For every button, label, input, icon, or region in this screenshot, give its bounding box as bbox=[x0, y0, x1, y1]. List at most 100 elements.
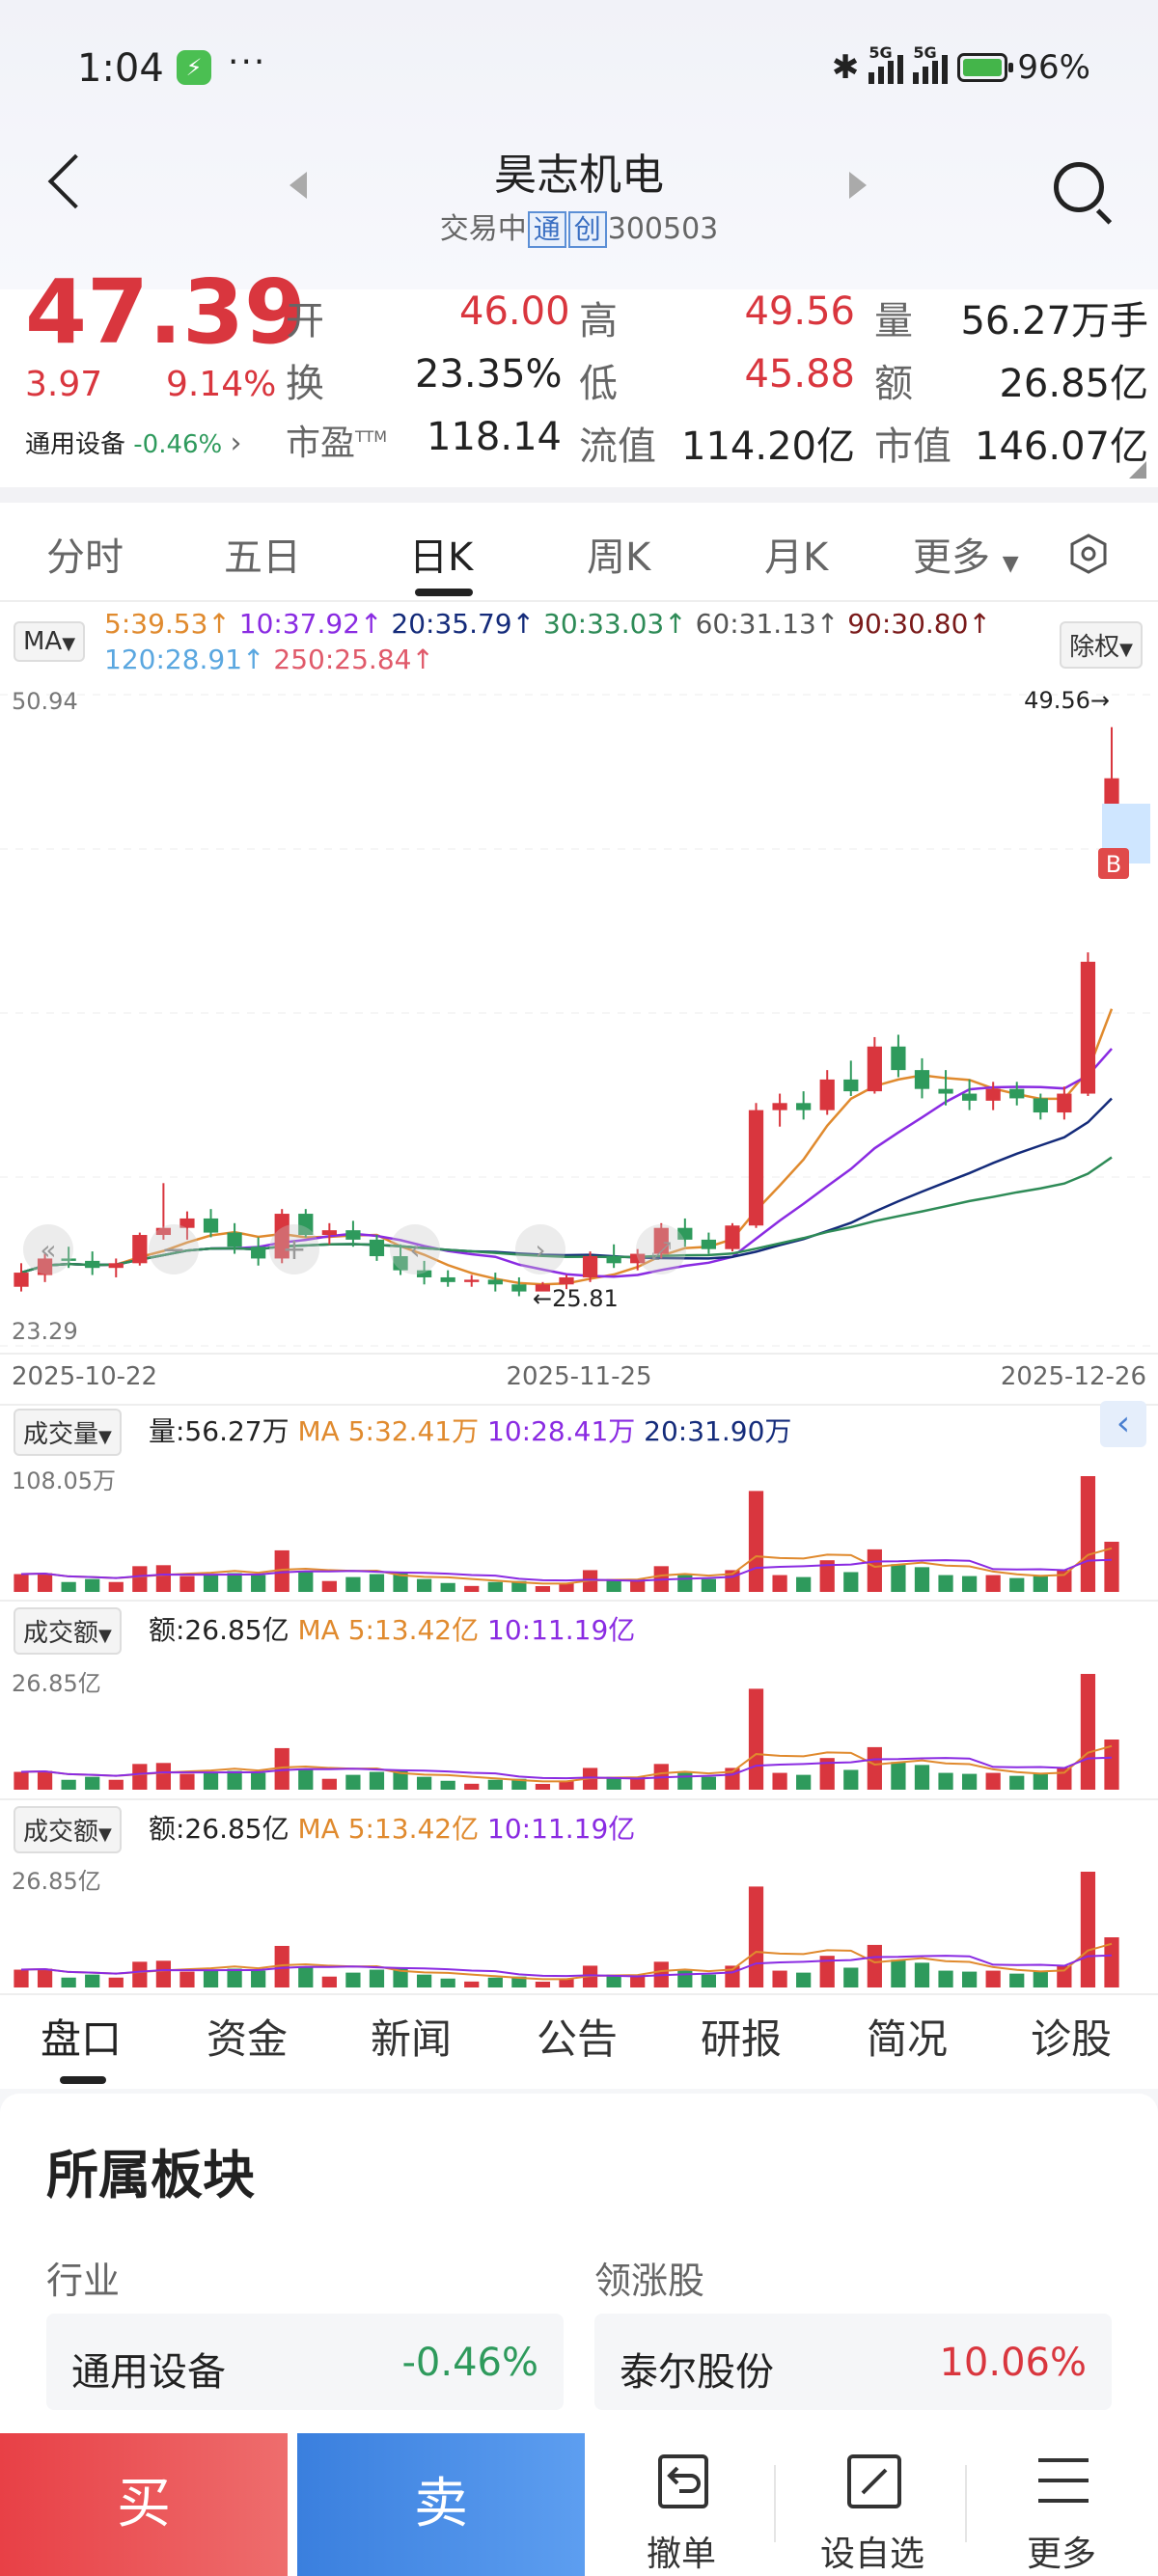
bar-ma5-line bbox=[20, 1547, 1113, 1585]
y-min-label: 23.29 bbox=[12, 1318, 78, 1345]
current-price: 47.39 bbox=[25, 260, 307, 364]
tab-news[interactable]: 新闻 bbox=[371, 2015, 453, 2063]
volume-bar bbox=[1080, 1872, 1096, 1987]
volume-bar bbox=[487, 1581, 503, 1592]
tab-handicap[interactable]: 盘口 bbox=[41, 2015, 123, 2063]
volume-bar bbox=[85, 1578, 100, 1592]
volume-bar bbox=[559, 1582, 574, 1592]
scroll-left-fast-icon[interactable] bbox=[23, 1224, 73, 1274]
volume-bar bbox=[14, 1574, 29, 1592]
cancel-order-button[interactable]: 撤单 bbox=[585, 2431, 778, 2576]
expand-corner-icon[interactable] bbox=[1129, 461, 1146, 479]
scroll-right-icon[interactable] bbox=[515, 1224, 565, 1274]
amount-selector-2[interactable]: 成交额▼ bbox=[14, 1806, 122, 1853]
volume-bar bbox=[251, 1772, 266, 1790]
industry-card[interactable]: 通用设备 -0.46% bbox=[46, 2314, 564, 2410]
amount-ma5: MA 5:13.42亿 bbox=[297, 1614, 480, 1646]
sell-button[interactable]: 卖 bbox=[297, 2433, 585, 2576]
zoom-out-icon[interactable] bbox=[149, 1224, 199, 1274]
candle-body bbox=[677, 1227, 693, 1240]
volume-bar bbox=[535, 1586, 551, 1592]
amount-current: 额:26.85亿 bbox=[149, 1614, 290, 1646]
y-max-label: 50.94 bbox=[12, 688, 78, 715]
candle-body bbox=[867, 1046, 882, 1092]
tab-research[interactable]: 研报 bbox=[701, 2015, 783, 2063]
search-icon[interactable] bbox=[1054, 162, 1104, 212]
volume-bar bbox=[416, 1974, 432, 1987]
candle-body bbox=[535, 1284, 551, 1292]
battery-percent: 96% bbox=[1017, 48, 1090, 87]
candle-body bbox=[321, 1230, 337, 1236]
tab-funds[interactable]: 资金 bbox=[207, 2015, 289, 2063]
volume-selector[interactable]: 成交量▼ bbox=[14, 1409, 122, 1456]
amount-panel-divider-2 bbox=[0, 1798, 1158, 1800]
amount-ma10: 10:11.19亿 bbox=[487, 1614, 636, 1646]
volume-bar bbox=[606, 1578, 621, 1592]
volume-bar bbox=[961, 1773, 978, 1790]
next-stock-icon[interactable] bbox=[849, 172, 867, 199]
tong-tag: 通 bbox=[527, 211, 566, 248]
candles bbox=[14, 726, 1119, 1297]
more-actions-button[interactable]: 更多 bbox=[965, 2431, 1158, 2576]
tab-profile[interactable]: 简况 bbox=[867, 2015, 949, 2063]
volume-bar bbox=[179, 1576, 195, 1592]
candle-body bbox=[606, 1255, 621, 1264]
volume-bar bbox=[630, 1776, 646, 1790]
candle-body bbox=[61, 1258, 76, 1261]
bluetooth-icon: ✱ bbox=[831, 48, 860, 87]
volume-bar bbox=[914, 1765, 930, 1790]
candle-body bbox=[37, 1258, 53, 1275]
leader-name: 泰尔股份 bbox=[620, 2350, 774, 2395]
candle-body bbox=[155, 1227, 172, 1236]
collapse-panel-icon[interactable]: ‹ bbox=[1100, 1401, 1146, 1447]
volume-bar bbox=[819, 1758, 835, 1790]
tab-monthly-k[interactable]: 月K bbox=[764, 535, 829, 580]
volume-bar bbox=[1009, 1775, 1025, 1790]
volume-bar bbox=[796, 1576, 812, 1592]
tab-announcements[interactable]: 公告 bbox=[537, 2015, 619, 2063]
tab-weekly-k[interactable]: 周K bbox=[587, 535, 651, 580]
buy-button[interactable]: 买 bbox=[0, 2433, 288, 2576]
volume-bar bbox=[1033, 1970, 1048, 1987]
candlestick-chart[interactable]: « − + ‹ › ⤢ 50.94 23.29 49.56→ ←25.81 B … bbox=[0, 680, 1158, 1404]
low-marker: ←25.81 bbox=[533, 1285, 619, 1312]
candle-body bbox=[1057, 1093, 1072, 1113]
volume-bar bbox=[819, 1956, 835, 1987]
volume-bar bbox=[345, 1972, 361, 1987]
settings-icon[interactable] bbox=[1069, 533, 1108, 575]
bottom-tabs-divider bbox=[0, 1993, 1158, 1995]
add-watchlist-button[interactable]: 设自选 bbox=[776, 2431, 969, 2576]
tab-diagnosis[interactable]: 诊股 bbox=[1031, 2015, 1113, 2063]
volume-bar bbox=[867, 1944, 882, 1987]
scroll-left-icon[interactable] bbox=[390, 1224, 440, 1274]
tab-more[interactable]: 更多 ▼ bbox=[913, 535, 1019, 580]
volume-bar bbox=[748, 1886, 764, 1987]
fullscreen-icon[interactable] bbox=[636, 1224, 686, 1274]
zoom-in-icon[interactable] bbox=[269, 1224, 319, 1274]
volume-bar bbox=[440, 1978, 455, 1987]
caret-down-icon: ▼ bbox=[98, 1824, 112, 1845]
prev-stock-icon[interactable] bbox=[290, 172, 307, 199]
tab-daily-k[interactable]: 日K bbox=[409, 535, 474, 580]
volume-bar bbox=[321, 1778, 337, 1790]
ma5-value: 5:39.53 bbox=[104, 608, 208, 640]
candle-body bbox=[630, 1253, 646, 1264]
volume-bar bbox=[203, 1771, 219, 1790]
ma-selector[interactable]: MA▼ bbox=[14, 621, 86, 662]
tab-five-day[interactable]: 五日 bbox=[224, 535, 301, 580]
add-watchlist-label: 设自选 bbox=[819, 2535, 924, 2574]
ma90-value: 90:30.80 bbox=[847, 608, 969, 640]
amount-max-label-1: 26.85亿 bbox=[12, 1670, 101, 1697]
sector-link[interactable]: 通用设备 -0.46% › bbox=[25, 425, 242, 460]
low-value: 45.88 bbox=[744, 352, 855, 397]
leader-card[interactable]: 泰尔股份 10.06% bbox=[594, 2314, 1112, 2410]
tab-intraday[interactable]: 分时 bbox=[46, 535, 124, 580]
amount-selector-1[interactable]: 成交额▼ bbox=[14, 1607, 122, 1655]
signal-5g-icon-2: 5G bbox=[913, 43, 949, 84]
section-separator bbox=[0, 487, 1158, 503]
sector-pct: -0.46% bbox=[133, 430, 223, 459]
amount-max-label-2: 26.85亿 bbox=[12, 1868, 101, 1895]
adjust-selector[interactable]: 除权▼ bbox=[1060, 621, 1143, 669]
bar-ma5-line bbox=[20, 1744, 1113, 1783]
candle-body bbox=[748, 1110, 764, 1226]
